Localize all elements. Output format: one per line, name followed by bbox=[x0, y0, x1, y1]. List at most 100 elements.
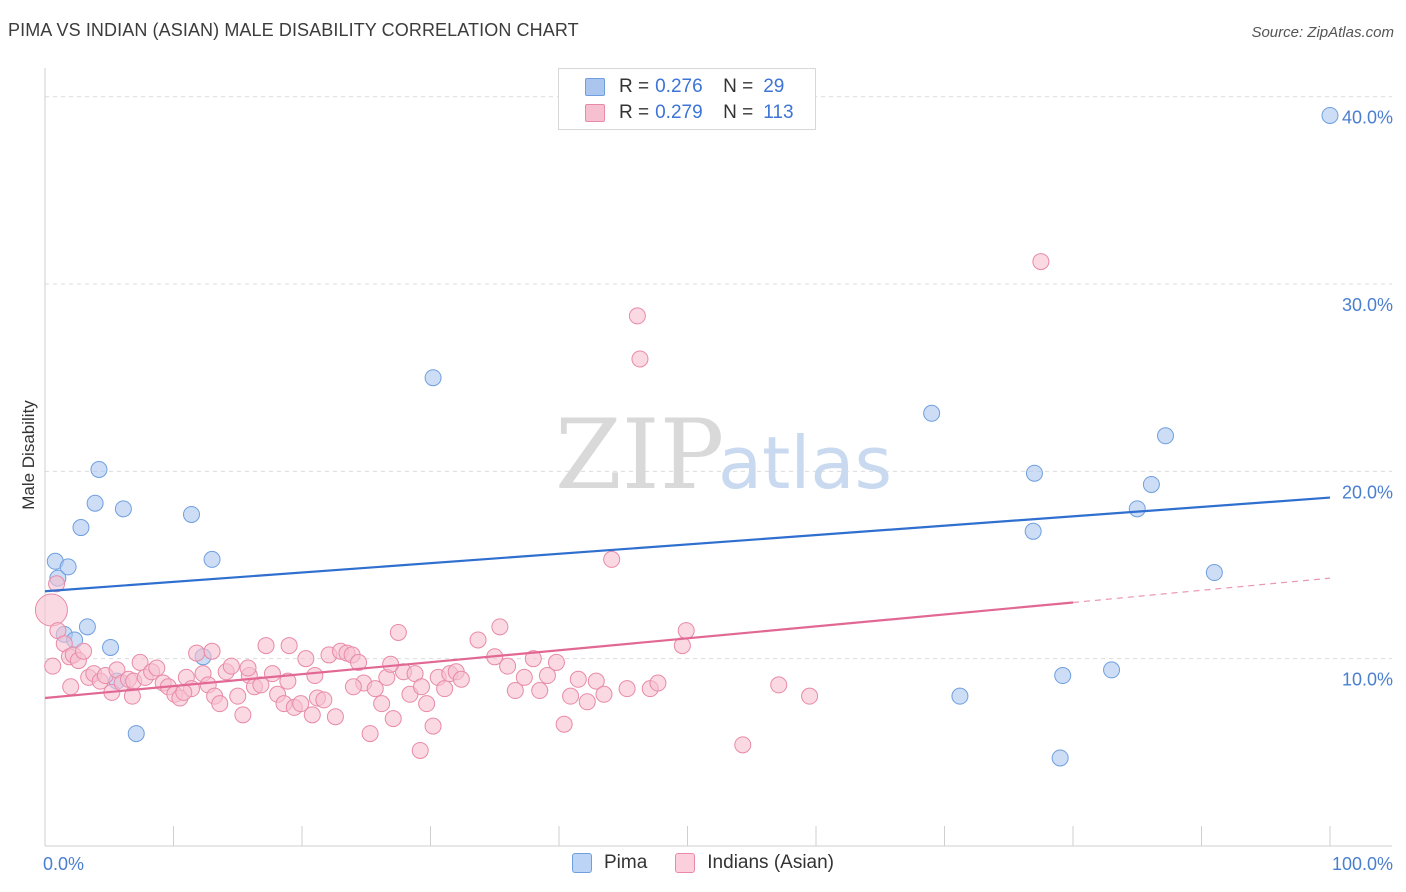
data-point bbox=[44, 657, 62, 675]
trend-line bbox=[44, 496, 1331, 593]
data-point bbox=[411, 741, 429, 759]
data-point bbox=[326, 708, 344, 726]
data-point bbox=[306, 667, 324, 685]
data-point bbox=[279, 672, 297, 690]
data-point bbox=[631, 350, 649, 368]
data-point bbox=[1024, 522, 1042, 540]
y-axis-label: Male Disability bbox=[19, 400, 38, 510]
data-point bbox=[102, 638, 120, 656]
data-point bbox=[188, 644, 206, 662]
data-point bbox=[469, 631, 487, 649]
data-point bbox=[491, 618, 509, 636]
data-point bbox=[297, 650, 315, 668]
data-point bbox=[148, 659, 166, 677]
series-indians bbox=[34, 253, 1050, 759]
data-point bbox=[86, 494, 104, 512]
data-point bbox=[34, 593, 68, 627]
legend-swatch-indians bbox=[585, 104, 605, 122]
data-point bbox=[649, 674, 667, 692]
data-point bbox=[436, 680, 454, 698]
data-point bbox=[555, 715, 573, 733]
data-point bbox=[303, 706, 321, 724]
data-point bbox=[1157, 427, 1175, 445]
data-point bbox=[531, 682, 549, 700]
data-point bbox=[344, 678, 362, 696]
legend-n-label: N = bbox=[723, 76, 754, 97]
data-point bbox=[603, 550, 621, 568]
trend-line-extension bbox=[1072, 577, 1331, 604]
series-legend-pima[interactable]: Pima bbox=[571, 852, 648, 874]
y-tick-label: 40.0% bbox=[1342, 108, 1393, 128]
data-point bbox=[280, 637, 298, 655]
data-point bbox=[59, 558, 77, 576]
series-label-pima: Pima bbox=[603, 852, 648, 873]
data-point bbox=[361, 725, 379, 743]
data-point bbox=[75, 642, 93, 660]
data-point bbox=[1142, 475, 1160, 493]
y-tick-label: 20.0% bbox=[1342, 482, 1393, 502]
data-point bbox=[203, 550, 221, 568]
data-point bbox=[234, 706, 252, 724]
x-tick-label: 100.0% bbox=[1332, 854, 1393, 874]
legend-r-label: R = bbox=[619, 76, 650, 97]
legend-swatch-pima bbox=[585, 78, 605, 96]
series-legend-indians[interactable]: Indians (Asian) bbox=[675, 852, 834, 874]
data-point bbox=[127, 725, 145, 743]
series-label-indians: Indians (Asian) bbox=[707, 852, 835, 873]
data-point bbox=[628, 307, 646, 325]
data-point bbox=[595, 685, 613, 703]
series-swatch-indians bbox=[675, 853, 696, 873]
data-point bbox=[770, 676, 788, 694]
data-point bbox=[1128, 500, 1146, 518]
chart-title: PIMA VS INDIAN (ASIAN) MALE DISABILITY C… bbox=[8, 20, 579, 40]
legend-row-pima: R = 0.276 N = 29 bbox=[585, 75, 784, 99]
data-point bbox=[1025, 464, 1043, 482]
data-point bbox=[734, 736, 752, 754]
data-point bbox=[1205, 564, 1223, 582]
data-point bbox=[389, 623, 407, 641]
data-point bbox=[263, 665, 281, 683]
data-point bbox=[499, 657, 517, 675]
data-point bbox=[366, 680, 384, 698]
data-point bbox=[801, 687, 819, 705]
points-layer bbox=[34, 106, 1339, 767]
legend-r-value: 0.276 bbox=[655, 76, 703, 97]
data-point bbox=[923, 404, 941, 422]
data-point bbox=[203, 642, 221, 660]
data-point bbox=[48, 575, 66, 593]
correlation-legend: R = 0.276 N = 29 R = 0.279 N = 113 bbox=[558, 68, 816, 130]
data-point bbox=[413, 678, 431, 696]
series-legend: Pima Indians (Asian) bbox=[0, 852, 1406, 874]
data-point bbox=[315, 691, 333, 709]
data-point bbox=[239, 659, 257, 677]
series-swatch-pima bbox=[571, 853, 592, 873]
watermark-zip: ZIP bbox=[555, 399, 724, 511]
grid-lines bbox=[45, 96, 1392, 660]
legend-r-value: 0.279 bbox=[655, 102, 703, 123]
legend-n-value: 113 bbox=[763, 102, 794, 123]
data-point bbox=[114, 500, 132, 518]
trend-line bbox=[44, 601, 1074, 700]
data-point bbox=[677, 622, 695, 640]
data-point bbox=[538, 667, 556, 685]
data-point bbox=[175, 683, 193, 701]
data-point bbox=[131, 653, 149, 671]
legend-row-indians: R = 0.279 N = 113 bbox=[585, 101, 794, 125]
legend-n-label: N = bbox=[723, 102, 754, 123]
data-point bbox=[350, 653, 368, 671]
data-point bbox=[1051, 749, 1069, 767]
data-point bbox=[1054, 667, 1072, 685]
data-point bbox=[292, 695, 310, 713]
data-point bbox=[211, 695, 229, 713]
data-point bbox=[373, 695, 391, 713]
source-label: Source: ZipAtlas.com bbox=[1251, 24, 1394, 41]
y-tick-label: 30.0% bbox=[1342, 295, 1393, 315]
data-point bbox=[123, 687, 141, 705]
data-point bbox=[62, 678, 80, 696]
data-point bbox=[524, 650, 542, 668]
data-point bbox=[515, 668, 533, 686]
data-point bbox=[424, 369, 442, 387]
trend-lines bbox=[44, 496, 1331, 700]
data-point bbox=[1321, 106, 1339, 124]
